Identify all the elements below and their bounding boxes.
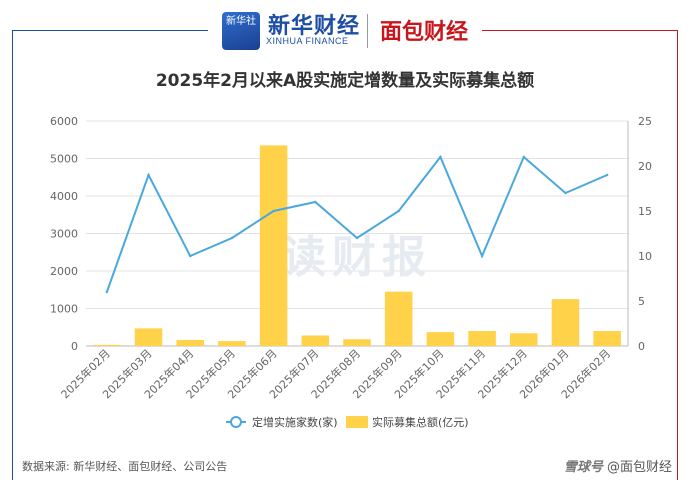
xinhua-logo-text: 新华社 <box>226 16 256 27</box>
credit-label: 雪球号 @面包财经 <box>564 456 672 475</box>
brand-header: 新华社 新华财经 XINHUA FINANCE 面包财经 <box>0 6 690 50</box>
line-point <box>480 254 484 258</box>
bar <box>426 332 455 346</box>
chart-title: 2025年2月以来A股实施定增数量及实际募集总额 <box>155 71 535 91</box>
xinhua-finance-english: XINHUA FINANCE <box>266 36 349 46</box>
credit-prefix: 雪球号 <box>563 460 603 475</box>
mianbao-finance-name: 面包财经 <box>380 20 469 45</box>
line-point <box>355 236 359 240</box>
line-point <box>272 209 275 213</box>
line-point <box>397 209 400 213</box>
line-point <box>230 236 234 240</box>
line-point <box>147 173 150 177</box>
frame-border-left <box>12 30 13 480</box>
frame-border-right <box>677 30 678 480</box>
data-source-note: 数据来源: 新华财经、面包财经、公司公告 <box>22 460 228 473</box>
xinhua-logo: 新华社 <box>222 12 260 50</box>
watermark-text: 读财报 <box>282 232 432 283</box>
bar <box>343 339 371 346</box>
y-left-tick-label: 3000 <box>50 228 78 241</box>
line-point <box>189 254 192 258</box>
y-left-tick-label: 5000 <box>50 153 78 166</box>
line-point <box>522 155 525 159</box>
bar <box>510 333 538 346</box>
bar <box>218 341 246 346</box>
line-point <box>105 290 109 294</box>
line-point <box>605 173 609 177</box>
bar <box>134 328 163 346</box>
header-rule-right <box>482 30 678 31</box>
header-rule-left <box>12 30 208 31</box>
legend-line-marker <box>230 416 242 428</box>
line-point <box>564 191 567 195</box>
y-left-tick-label: 1000 <box>50 303 78 316</box>
y-left-tick-label: 6000 <box>50 115 78 128</box>
legend-bar-swatch <box>346 416 368 428</box>
y-right-tick-label: 25 <box>638 115 652 128</box>
y-right-tick-label: 15 <box>638 205 652 218</box>
y-right-tick-label: 5 <box>638 295 645 308</box>
xinhua-finance-name: 新华财经 <box>268 13 361 39</box>
bar <box>301 335 330 346</box>
bar <box>468 331 496 346</box>
bar <box>384 291 413 346</box>
bar <box>551 299 580 346</box>
bar <box>593 331 621 346</box>
legend-label: 定增实施家数(家) <box>252 415 338 429</box>
credit-text: @面包财经 <box>606 460 672 475</box>
line-point <box>439 155 442 159</box>
y-left-tick-label: 0 <box>71 340 78 353</box>
line-point <box>314 200 317 204</box>
y-right-tick-label: 0 <box>638 340 645 353</box>
y-left-tick-label: 2000 <box>50 265 78 278</box>
bar <box>176 340 204 346</box>
bar <box>259 145 288 346</box>
y-right-tick-label: 20 <box>638 160 652 173</box>
bar <box>93 344 121 346</box>
header-divider <box>367 14 368 48</box>
y-right-tick-label: 10 <box>638 250 652 263</box>
legend-label: 实际募集总额(亿元) <box>372 415 469 429</box>
y-left-tick-label: 4000 <box>50 190 78 203</box>
